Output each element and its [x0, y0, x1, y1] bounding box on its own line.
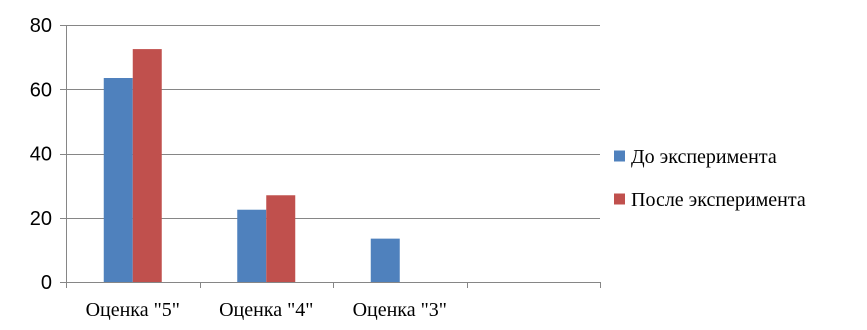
y-tick-label-0: 0: [41, 272, 52, 294]
axes: [60, 25, 601, 288]
y-tick-label-2: 40: [30, 144, 52, 166]
x-category-label-3: Оценка "3": [353, 299, 447, 321]
y-tick-label-4: 80: [30, 15, 52, 37]
bar-series1-cat2: [237, 209, 267, 282]
bar-series1-cat1: [103, 78, 133, 282]
legend-swatch-1: [614, 150, 625, 162]
x-category-labels: Оценка "5" Оценка "4" Оценка "3": [86, 299, 447, 321]
legend: До эксперимента После эксперимента: [614, 146, 806, 211]
y-tick-label-3: 60: [30, 79, 52, 101]
x-category-label-2: Оценка "4": [219, 299, 313, 321]
legend-label-1: До эксперимента: [631, 146, 777, 168]
x-category-label-1: Оценка "5": [86, 299, 180, 321]
y-tick-labels: 0 20 40 60 80: [30, 15, 52, 294]
bars: [103, 49, 400, 282]
bar-series2-cat2: [266, 195, 296, 282]
legend-swatch-2: [614, 193, 625, 205]
bar-series1-cat3: [370, 238, 400, 282]
y-tick-label-1: 20: [30, 208, 52, 230]
legend-label-2: После эксперимента: [631, 189, 806, 211]
bar-series2-cat1: [132, 49, 162, 282]
